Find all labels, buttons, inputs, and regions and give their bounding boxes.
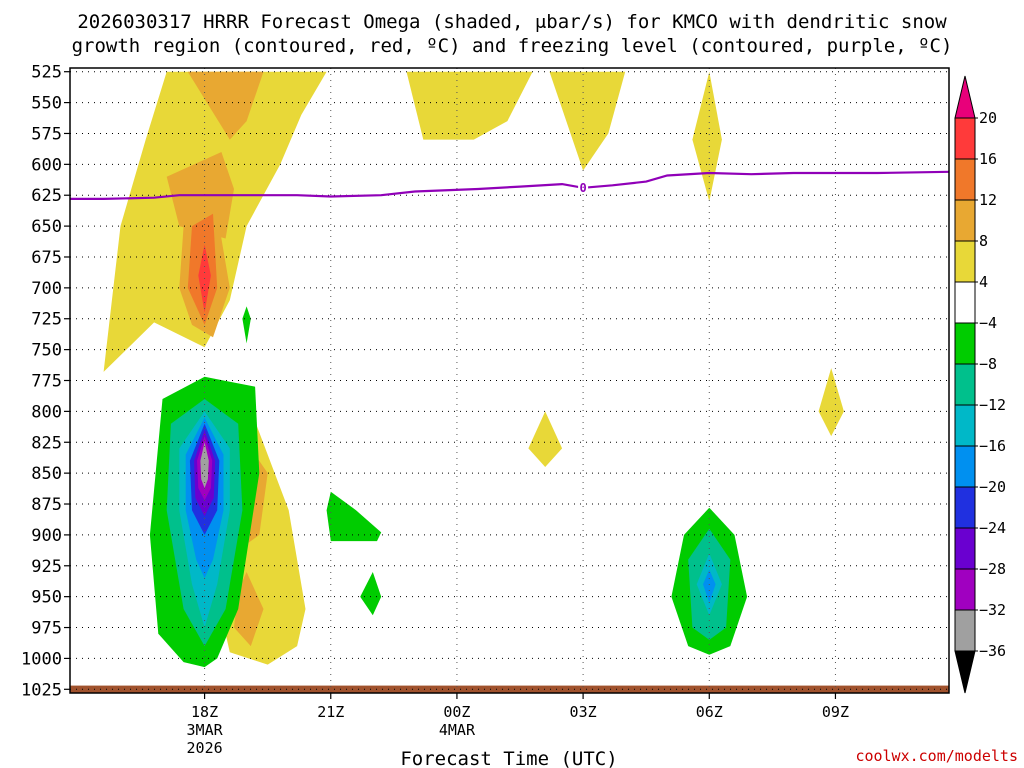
chart-title-line-2: growth region (contoured, red, ºC) and f… (72, 35, 953, 57)
y-axis-ticks: 525 550 575 600 625 650 675 700 725 750 775 800 825 8… (21, 63, 70, 700)
upward-motion-yellow-upper-a (406, 71, 533, 140)
subsidence-lightblue-06z (703, 569, 716, 603)
grid-layer (70, 68, 949, 693)
colorbar-segment (954, 486, 976, 529)
omega-shading-layer (103, 71, 844, 668)
colorbar-segment (954, 281, 976, 324)
freezing-level-label: 0 (579, 181, 586, 195)
colorbar-segment (954, 158, 976, 201)
y-tick-label: 1000 (21, 649, 62, 669)
colorbar-level-label: −32 (979, 601, 1006, 619)
below-ground-terrain (70, 685, 949, 693)
colorbar-level-label: 8 (979, 232, 988, 250)
y-tick-label: 775 (31, 372, 62, 392)
colorbar-level-label: −24 (979, 519, 1006, 537)
x-tick-date: 3MAR (187, 721, 224, 739)
y-tick-label: 850 (31, 464, 62, 484)
colorbar-over-arrow (954, 75, 976, 119)
y-tick-label: 925 (31, 557, 62, 577)
colorbar-level-label: 20 (979, 109, 997, 127)
credit-text[interactable]: coolwx.com/modelts (855, 747, 1018, 765)
y-tick-label: 825 (31, 433, 62, 453)
colorbar: 20 16 12 8 4 −4 −8 −12 −16 −20 −24 −28 −32 −36 (954, 75, 1006, 694)
colorbar-level-label: −36 (979, 642, 1006, 660)
y-tick-label: 800 (31, 402, 62, 422)
colorbar-level-label: 12 (979, 191, 997, 209)
subsidence-green-19z (242, 306, 251, 344)
y-tick-label: 675 (31, 248, 62, 268)
y-tick-label: 950 (31, 588, 62, 608)
subsidence-green-22z (360, 572, 382, 616)
y-tick-label: 975 (31, 619, 62, 639)
upward-motion-yellow-thin-06z (692, 71, 722, 202)
y-tick-label: 875 (31, 495, 62, 515)
y-tick-label: 550 (31, 94, 62, 114)
colorbar-segment (954, 609, 976, 652)
colorbar-segment (954, 404, 976, 447)
x-axis-label: Forecast Time (UTC) (400, 748, 617, 768)
colorbar-level-label: −16 (979, 437, 1006, 455)
x-tick-date: 4MAR (439, 721, 476, 739)
colorbar-level-label: −28 (979, 560, 1006, 578)
x-tick-label: 18Z (191, 703, 218, 721)
y-tick-label: 650 (31, 217, 62, 237)
y-tick-label: 625 (31, 186, 62, 206)
y-tick-label: 900 (31, 526, 62, 546)
chart-title-line-1: 2026030317 HRRR Forecast Omega (shaded, … (77, 11, 947, 33)
x-tick-label: 03Z (570, 703, 597, 721)
upward-motion-yellow-02z (528, 411, 563, 467)
colorbar-segment (954, 322, 976, 365)
colorbar-segment (954, 117, 976, 160)
colorbar-segment (954, 240, 976, 283)
colorbar-segment (954, 445, 976, 488)
colorbar-level-label: 16 (979, 150, 997, 168)
subsidence-gray-core (200, 442, 209, 488)
x-tick-label: 00Z (443, 703, 470, 721)
colorbar-segment (954, 568, 976, 611)
colorbar-segment (954, 199, 976, 242)
x-tick-label: 21Z (317, 703, 344, 721)
upward-motion-orange-upper (187, 71, 264, 140)
x-tick-label: 06Z (696, 703, 723, 721)
y-tick-label: 600 (31, 155, 62, 175)
y-tick-label: 700 (31, 279, 62, 299)
freezing-level-line (70, 170, 950, 200)
y-tick-label: 750 (31, 341, 62, 361)
y-tick-label: 1025 (21, 680, 62, 700)
freezing-level-layer: 0 (70, 170, 950, 200)
y-tick-label: 575 (31, 124, 62, 144)
upward-motion-yellow-09z (818, 368, 844, 437)
x-tick-year: 2026 (187, 739, 223, 757)
x-tick-label: 09Z (822, 703, 849, 721)
y-tick-label: 525 (31, 63, 62, 83)
freezing-level-label-bg (578, 180, 589, 194)
colorbar-level-label: −12 (979, 396, 1006, 414)
colorbar-level-label: −4 (979, 314, 997, 332)
colorbar-level-label: 4 (979, 273, 988, 291)
colorbar-level-label: −20 (979, 478, 1006, 496)
colorbar-segment (954, 363, 976, 406)
subsidence-green-21z (326, 491, 382, 542)
colorbar-level-label: −8 (979, 355, 997, 373)
y-tick-label: 725 (31, 310, 62, 330)
colorbar-under-arrow (954, 650, 976, 694)
colorbar-segment (954, 527, 976, 570)
upward-motion-yellow-upper-b (549, 71, 626, 171)
ground-layer (70, 685, 949, 693)
